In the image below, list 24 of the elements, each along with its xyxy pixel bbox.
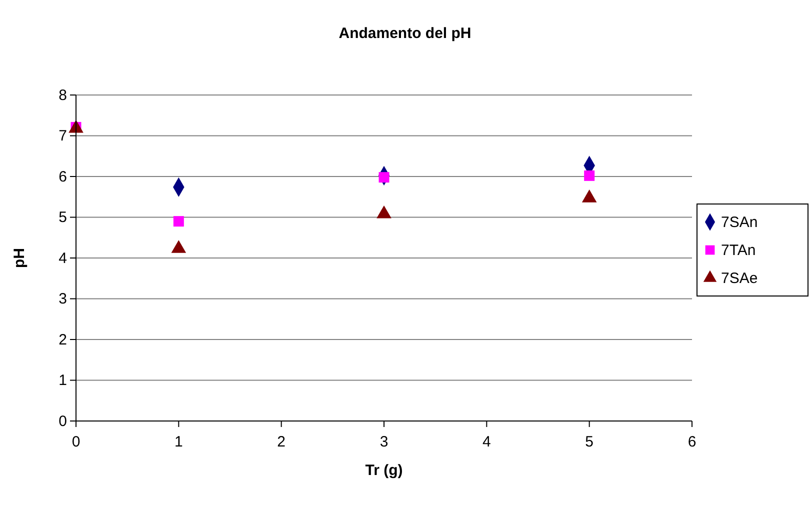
x-tick-label: 5 — [585, 434, 594, 450]
y-tick-label: 4 — [58, 250, 67, 267]
y-tick-label: 3 — [58, 290, 67, 308]
y-tick-label: 0 — [58, 412, 67, 430]
x-tick-label: 6 — [688, 434, 696, 450]
point — [584, 170, 595, 181]
x-tick-label: 0 — [72, 434, 80, 450]
y-tick-label: 5 — [58, 209, 67, 226]
y-axis-title: pH — [11, 248, 28, 268]
legend-label: 7SAe — [721, 270, 758, 287]
chart-title: Andamento del pH — [338, 25, 472, 42]
y-tick-label: 6 — [58, 168, 67, 186]
y-tick-label: 7 — [58, 128, 67, 145]
x-axis-title: Tr (g) — [365, 462, 403, 479]
y-tick-label: 2 — [58, 331, 67, 348]
x-tick-label: 1 — [174, 434, 183, 450]
y-tick-label: 8 — [58, 86, 67, 104]
x-tick-label: 3 — [380, 434, 388, 450]
legend-label: 7SAn — [721, 214, 758, 231]
x-tick-label: 4 — [482, 434, 491, 450]
y-tick-label: 1 — [58, 372, 67, 390]
legend-label: 7TAn — [721, 242, 756, 259]
point — [173, 216, 184, 227]
x-tick-label: 2 — [277, 434, 286, 450]
